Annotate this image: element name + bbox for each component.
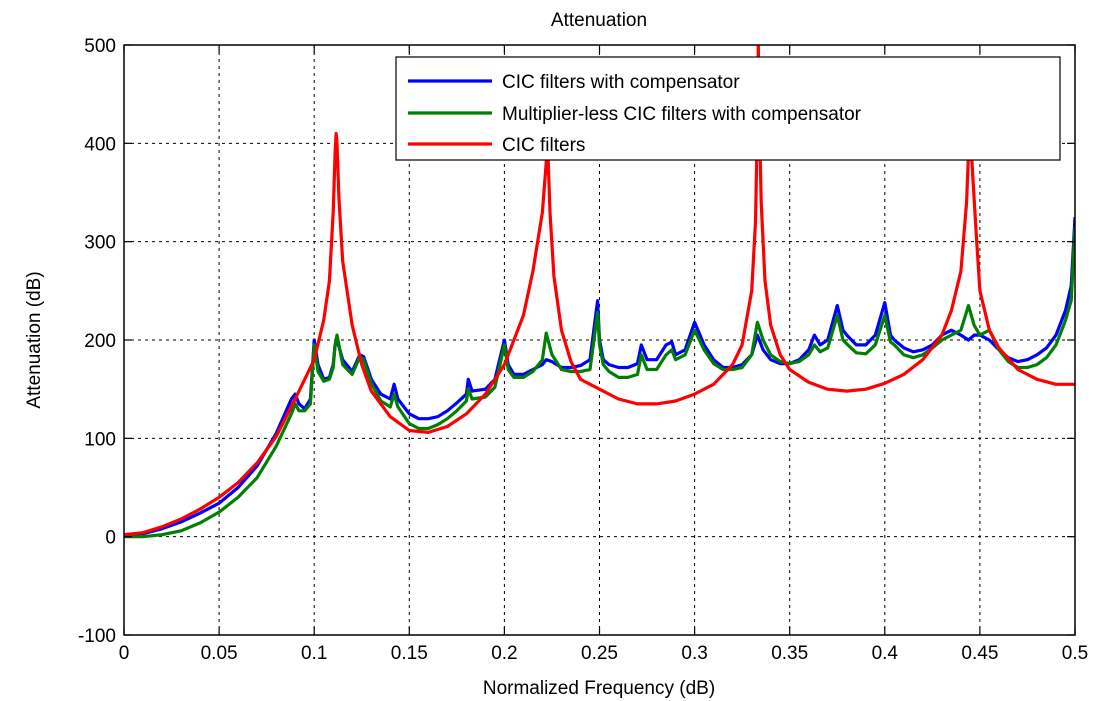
axis-ticks: 0 0.05 0.1 0.15 0.2 0.25 0.3 0.35 0.4 0.45 0.5 -100… [78, 36, 1088, 664]
y-tick-label: 400 [84, 134, 116, 155]
x-tick-label: 0.2 [491, 643, 517, 664]
x-tick-label: 0.25 [581, 643, 618, 664]
x-tick-label: 0.3 [681, 643, 707, 664]
x-tick-label: 0.05 [201, 643, 238, 664]
x-tick-label: 0.1 [301, 643, 327, 664]
x-tick-label: 0.5 [1062, 643, 1088, 664]
chart-title: Attenuation [551, 10, 647, 31]
legend: CIC filters with compensator Multiplier-l… [395, 56, 1061, 161]
x-tick-label: 0.35 [771, 643, 808, 664]
y-tick-label: 200 [84, 331, 116, 352]
y-tick-label: 100 [84, 429, 116, 450]
y-tick-label: 0 [105, 528, 116, 549]
legend-label-3: CIC filters [502, 135, 585, 156]
y-axis-label: Attenuation (dB) [24, 271, 45, 408]
y-tick-label: 300 [84, 233, 116, 254]
legend-label-2: Multiplier-less CIC filters with compens… [502, 104, 862, 125]
y-tick-label: -100 [78, 626, 116, 647]
series-layer [124, 45, 1075, 539]
x-tick-label: 0.15 [391, 643, 428, 664]
y-tick-label: 500 [84, 36, 116, 57]
x-axis-label: Normalized Frequency (dB) [483, 678, 715, 699]
legend-box [395, 56, 1061, 161]
series-line-3 [124, 45, 1075, 537]
x-tick-label: 0.4 [872, 643, 899, 664]
x-tick-label: 0.45 [961, 643, 998, 664]
x-tick-label: 0 [119, 643, 130, 664]
series-line-2 [124, 226, 1075, 539]
legend-label-1: CIC filters with compensator [502, 72, 740, 93]
